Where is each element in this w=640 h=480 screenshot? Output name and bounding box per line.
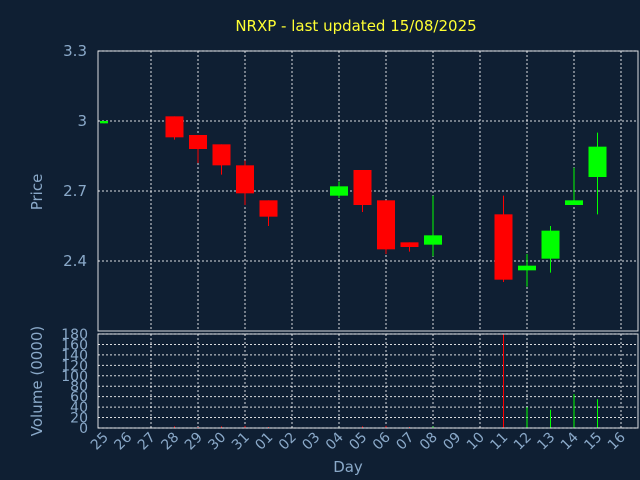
y-axis-label: Price <box>28 174 46 211</box>
day-tick-label: 07 <box>393 430 417 454</box>
day-tick-label: 14 <box>558 429 582 453</box>
day-tick-label: 15 <box>581 430 605 454</box>
day-tick-label: 04 <box>323 429 347 453</box>
candle-body <box>100 121 108 124</box>
day-tick-label: 29 <box>182 430 206 454</box>
price-plot-frame <box>97 50 639 332</box>
volume-tick-label: 40 <box>70 400 88 416</box>
candle-body <box>400 242 419 247</box>
volume-tick-label: 120 <box>61 358 88 374</box>
volume-plot-frame <box>97 333 639 429</box>
price-tick-label: 3 <box>77 112 87 130</box>
candle-body <box>424 235 442 245</box>
day-tick-label: 11 <box>487 430 511 454</box>
day-tick-label: 13 <box>534 430 558 454</box>
day-tick-label: 05 <box>346 430 370 454</box>
volume-tick-label: 180 <box>61 327 88 343</box>
candle-body <box>494 214 513 280</box>
day-tick-label: 27 <box>135 430 159 454</box>
volume-tick-label: 0 <box>79 421 88 437</box>
candle-body <box>330 186 348 196</box>
day-tick-label: 31 <box>229 430 253 454</box>
day-tick-label: 25 <box>88 430 112 454</box>
candle-body <box>518 265 536 271</box>
candle-body <box>377 200 395 250</box>
volume-tick-label: 100 <box>61 369 88 385</box>
day-tick-label: 10 <box>464 430 488 454</box>
day-tick-label: 12 <box>511 430 535 454</box>
day-tick-label: 01 <box>252 430 276 454</box>
candle-body <box>189 135 207 149</box>
day-tick-label: 09 <box>440 430 464 454</box>
day-tick-label: 02 <box>276 430 300 454</box>
day-tick-label: 30 <box>205 430 229 454</box>
chart-title: NRXP - last updated 15/08/2025 <box>235 17 476 35</box>
volume-tick-label: 160 <box>61 337 88 353</box>
day-tick-label: 26 <box>111 429 135 453</box>
volume-tick-label: 60 <box>70 390 88 406</box>
candle-body <box>588 146 607 177</box>
volume-tick-label: 80 <box>70 379 88 395</box>
volume-axis-label: Volume (0000) <box>28 326 46 436</box>
candle-body <box>236 165 254 194</box>
day-tick-label: 08 <box>417 430 441 454</box>
price-tick-label: 2.7 <box>63 182 87 200</box>
day-tick-label: 06 <box>370 429 394 453</box>
candle-body <box>259 200 278 217</box>
candle-body <box>165 116 184 138</box>
candle-body <box>541 230 560 259</box>
candle-body <box>565 200 583 205</box>
day-tick-label: 28 <box>158 430 182 454</box>
candle-body <box>353 170 372 205</box>
day-tick-label: 16 <box>605 429 629 453</box>
price-tick-label: 2.4 <box>63 252 87 270</box>
volume-tick-label: 140 <box>61 348 88 364</box>
candle-body <box>212 144 231 166</box>
price-tick-label: 3.3 <box>63 42 87 60</box>
volume-tick-label: 20 <box>70 411 88 427</box>
day-tick-label: 03 <box>299 430 323 454</box>
x-axis-label: Day <box>333 458 363 476</box>
